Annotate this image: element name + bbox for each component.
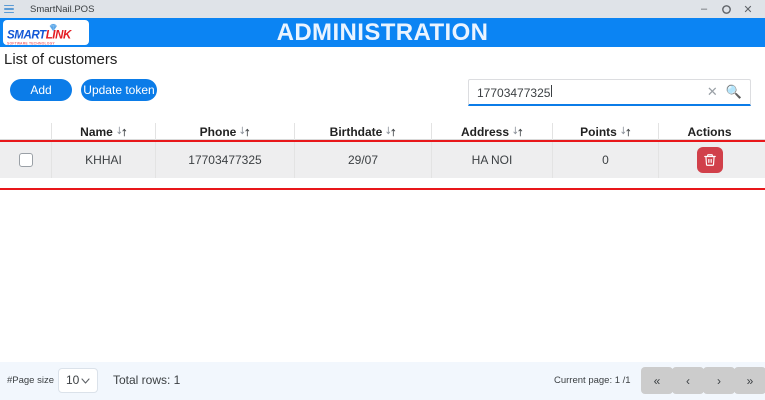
svg-text:SMARTLINK: SMARTLINK [7, 30, 72, 42]
svg-text:SOFTWARE TECHNOLOGY: SOFTWARE TECHNOLOGY [7, 41, 55, 45]
